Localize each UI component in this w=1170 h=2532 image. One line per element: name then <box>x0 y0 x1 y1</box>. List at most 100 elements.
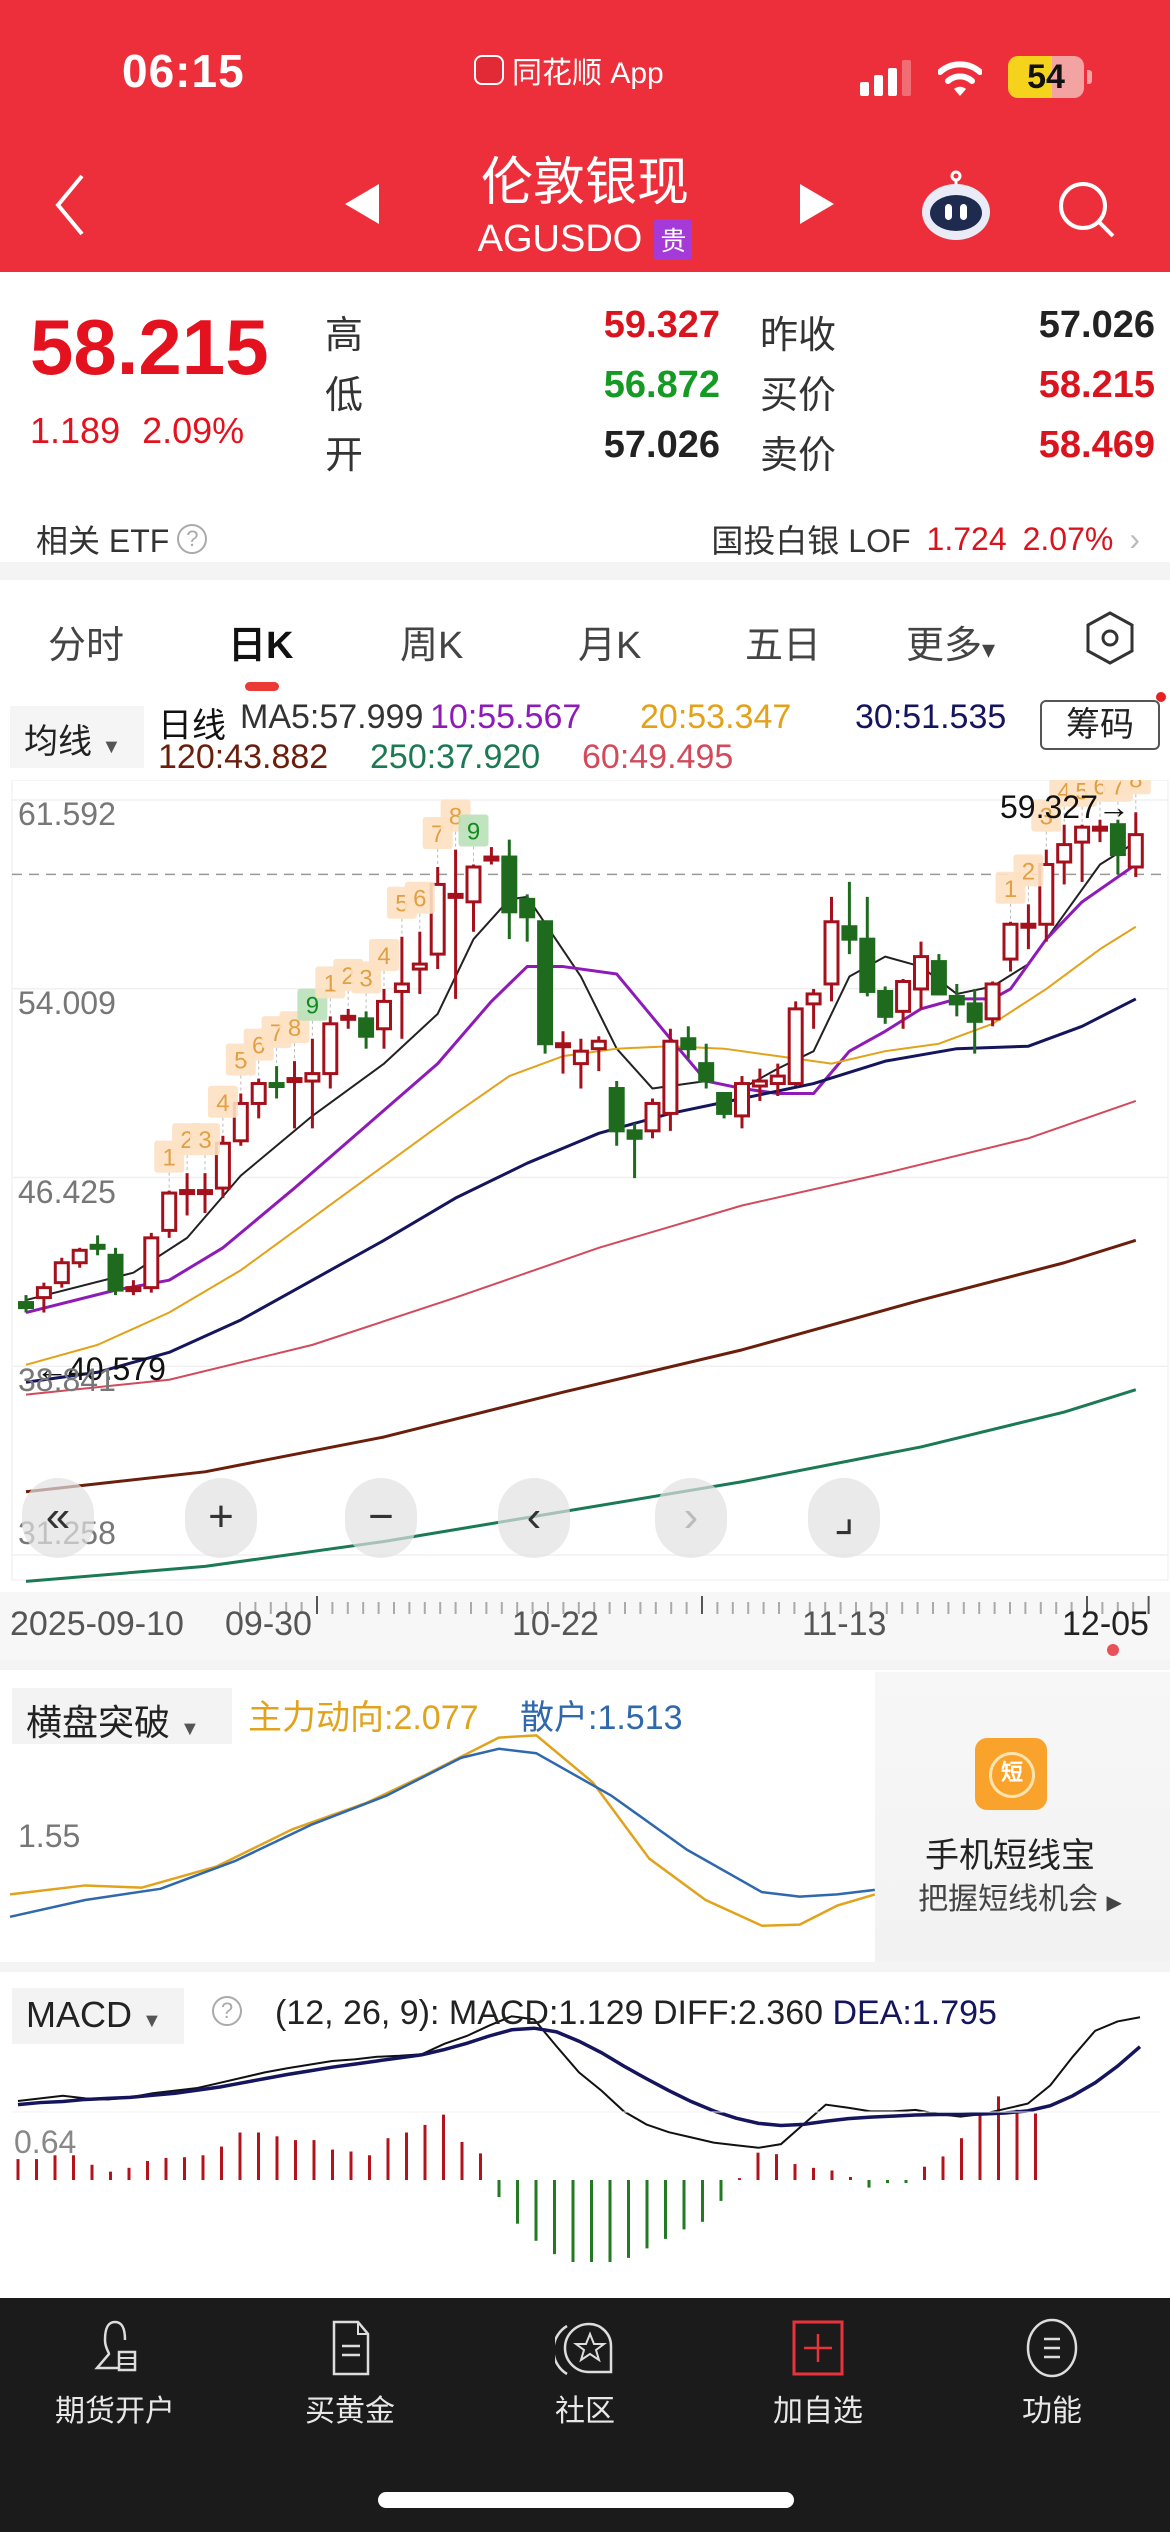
etf-quote[interactable]: 国投白银 LOF 1.724 2.07% › <box>711 516 1140 562</box>
svg-text:8: 8 <box>1129 780 1142 793</box>
ai-assistant-robot-icon[interactable] <box>920 170 992 242</box>
nav-label: 功能 <box>1022 2395 1082 2428</box>
svg-text:3: 3 <box>359 965 372 992</box>
chevron-right-icon: › <box>1129 520 1140 557</box>
nav-futures-account[interactable]: 期货开户 <box>25 2318 205 2430</box>
back-chevron-icon[interactable] <box>50 170 90 240</box>
etf-name: 国投白银 LOF <box>711 523 911 559</box>
chip-distribution-button[interactable]: 筹码 <box>1040 700 1160 750</box>
ma-value: 30:51.535 <box>855 698 1007 736</box>
change-percent: 2.09% <box>142 410 245 451</box>
candlestick-chart[interactable]: 1234567891234567891234567859.327→←40.579 <box>0 762 1170 1610</box>
quote-label: 高 <box>325 315 364 357</box>
nav-buy-gold[interactable]: 买黄金 <box>260 2318 440 2430</box>
nav-functions[interactable]: 功能 <box>962 2318 1142 2430</box>
date-axis <box>0 1592 1170 1662</box>
promo-subtitle: 把握短线机会 ▶ <box>875 1874 1165 1918</box>
nav-label: 买黄金 <box>305 2395 395 2428</box>
tab-0[interactable]: 分时 <box>48 614 124 669</box>
tab-1[interactable]: 日K <box>228 614 293 669</box>
help-icon[interactable]: ? <box>177 524 208 554</box>
dea-value: DEA:1.795 <box>832 1994 997 2032</box>
home-indicator[interactable] <box>378 2492 794 2508</box>
fullscreen-button[interactable]: ⌟ <box>808 1478 880 1558</box>
symbol-code: AGUSDO <box>477 218 643 260</box>
zoom-out-button[interactable]: − <box>345 1478 417 1558</box>
svg-text:4: 4 <box>377 943 390 970</box>
status-app-indicator[interactable]: 同花顺 App <box>474 48 664 92</box>
moving-average-legend: 均线 ▼ 日线 MA5:57.999 10:55.567 20:53.347 30:5… <box>0 692 1170 782</box>
nav-add-watchlist[interactable]: 加自选 <box>728 2318 908 2430</box>
nav-label: 期货开户 <box>55 2395 175 2428</box>
search-icon[interactable] <box>1055 178 1119 242</box>
section-divider <box>0 562 1170 580</box>
ma-value: 120:43.882 <box>158 738 329 776</box>
help-icon[interactable]: ? <box>212 1996 242 2026</box>
main-force-value: 主力动向:2.077 <box>248 1699 479 1737</box>
etf-label-text: 相关 ETF <box>36 523 170 559</box>
tab-2[interactable]: 周K <box>400 614 463 669</box>
etf-percent: 2.07% <box>1022 520 1114 557</box>
ma-line-MA120 <box>25 1238 1137 1494</box>
price-axis-label: 54.009 <box>18 984 116 1021</box>
section-divider <box>0 1660 1170 1670</box>
quote-value: 58.215 <box>1038 364 1155 406</box>
quote-label: 昨收 <box>760 315 837 357</box>
svg-text:4: 4 <box>216 1090 229 1117</box>
sideways-breakout-indicator[interactable] <box>0 1670 1170 1960</box>
quote-value: 56.872 <box>603 364 720 406</box>
symbol-subtitle: AGUSDO 贵 <box>0 218 1170 261</box>
period-tabs: 分时 日K 周K 月K 五日 更多▾ <box>0 600 1170 682</box>
related-etf-row[interactable]: 相关 ETF ? 国投白银 LOF 1.724 2.07% › <box>0 508 1170 562</box>
nav-community[interactable]: 社区 <box>495 2318 675 2430</box>
scroll-left-button[interactable]: ‹ <box>498 1478 570 1558</box>
ma-value: 10:55.567 <box>430 698 582 736</box>
date-label: 09-30 <box>225 1605 312 1643</box>
menu-circle-icon <box>1026 2318 1078 2378</box>
etf-price: 1.724 <box>926 520 1007 557</box>
scroll-right-button[interactable]: › <box>655 1478 727 1558</box>
quote-label: 买价 <box>760 375 837 417</box>
date-label: 12-05 <box>1062 1605 1149 1643</box>
price-axis-label: 61.592 <box>18 796 116 832</box>
quote-panel: 58.215 1.189 2.09% 高 59.327 昨收 57.026 低 56.87… <box>0 272 1170 562</box>
short-term-app-icon <box>975 1738 1047 1810</box>
macd-values: (12, 26, 9): MACD:1.129 DIFF:2.360 DEA:1… <box>275 1994 997 2033</box>
indicator-select-sub[interactable]: 横盘突破 ▼ <box>12 1688 232 1744</box>
quote-label: 低 <box>325 375 364 417</box>
add-plus-icon <box>792 2320 844 2376</box>
active-tab-indicator <box>245 682 279 691</box>
next-symbol-button[interactable] <box>800 184 834 224</box>
tab-3[interactable]: 月K <box>578 614 641 669</box>
scroll-start-button[interactable]: « <box>22 1478 94 1558</box>
indicator-select-macd[interactable]: MACD ▼ <box>12 1988 184 2044</box>
quote-value: 57.026 <box>603 424 720 466</box>
status-app-name: 同花顺 App <box>512 57 664 90</box>
change-amount: 1.189 <box>30 410 121 451</box>
macd-indicator[interactable] <box>0 1972 1170 2272</box>
sub-select-label: 横盘突破 <box>26 1702 171 1743</box>
tab-4[interactable]: 五日 <box>745 614 821 669</box>
tab-5[interactable]: 更多▾ <box>906 614 995 669</box>
previous-symbol-button[interactable] <box>345 184 379 224</box>
symbol-title: 伦敦银现 <box>480 154 689 212</box>
settings-hexagon-icon[interactable] <box>1084 610 1136 666</box>
zoom-in-button[interactable]: + <box>185 1478 257 1558</box>
promo-title: 手机短线宝 <box>925 1837 1095 1875</box>
last-price: 58.215 <box>30 303 269 391</box>
battery-icon: 54 <box>1008 56 1084 98</box>
document-icon <box>332 2320 370 2376</box>
low-annotation: ←40.579 <box>36 1351 166 1387</box>
retail-value: 散户:1.513 <box>520 1699 683 1737</box>
price-change: 1.189 2.09% <box>30 410 244 452</box>
svg-text:9: 9 <box>467 819 480 846</box>
wifi-icon <box>938 61 982 96</box>
user-account-icon <box>94 2320 137 2372</box>
quote-value: 58.469 <box>1038 424 1155 466</box>
indicator-select-ma[interactable]: 均线 ▼ <box>10 706 144 768</box>
short-term-promo-card[interactable]: 手机短线宝 把握短线机会 ▶ <box>875 1672 1170 1962</box>
ma-value: MA5:57.999 <box>240 698 424 736</box>
tab-label: 日K <box>228 625 294 667</box>
tab-label: 五日 <box>745 625 822 667</box>
status-time: 06:15 <box>122 45 245 97</box>
